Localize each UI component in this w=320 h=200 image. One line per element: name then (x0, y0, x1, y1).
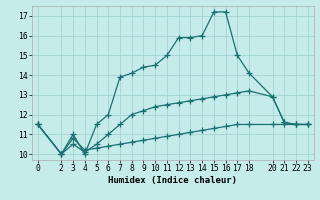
X-axis label: Humidex (Indice chaleur): Humidex (Indice chaleur) (108, 176, 237, 185)
